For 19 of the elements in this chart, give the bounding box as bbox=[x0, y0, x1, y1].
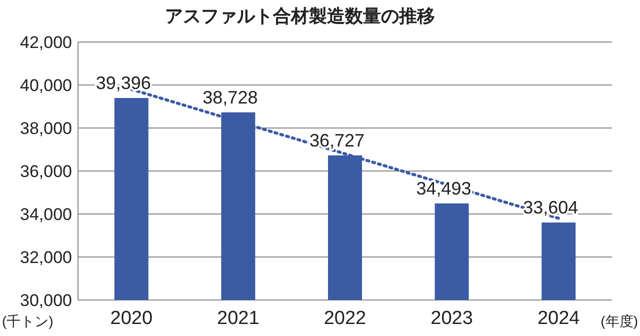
y-axis-title: (千トン) bbox=[2, 313, 54, 329]
y-tick-label: 30,000 bbox=[20, 291, 72, 310]
text: 36,727 bbox=[309, 130, 365, 150]
y-tick-label: 36,000 bbox=[20, 162, 72, 181]
x-tick-label: 2023 bbox=[430, 308, 473, 329]
text: 38,728 bbox=[202, 87, 258, 108]
y-tick-label: 38,000 bbox=[20, 119, 72, 138]
y-tick-label: 34,000 bbox=[20, 205, 72, 224]
y-tick-label: 40,000 bbox=[20, 76, 72, 95]
y-tick-label: 32,000 bbox=[20, 248, 72, 267]
text: 33,604 bbox=[523, 198, 578, 218]
chart-title: アスファルト合材製造数量の推移 bbox=[165, 6, 435, 26]
x-axis-title: (年度) bbox=[600, 313, 638, 329]
x-tick-label: 2020 bbox=[110, 308, 153, 329]
text: 39,396 bbox=[96, 72, 151, 93]
x-tick-label: 2021 bbox=[217, 308, 260, 329]
x-tick-label: 2024 bbox=[537, 308, 580, 329]
y-tick-label: 42,000 bbox=[20, 33, 72, 52]
x-tick-label: 2022 bbox=[324, 308, 366, 329]
